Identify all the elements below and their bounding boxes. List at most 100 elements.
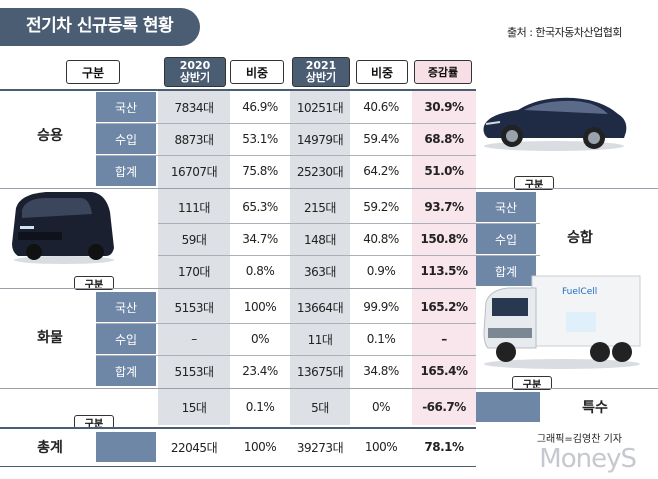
truck-cell-s2020: 0%: [250, 332, 270, 346]
truck-cell-v2021: 13664대: [296, 300, 344, 315]
header-2021: 2021 상반기: [292, 57, 350, 87]
passenger-row-category: 수입: [96, 124, 156, 154]
truck-cell-s2020: 100%: [243, 300, 277, 314]
row-divider: [158, 255, 540, 256]
credit: 그래픽=김영찬 기자: [536, 434, 622, 445]
van-cell-s2020: 65.3%: [242, 200, 278, 214]
passenger-cell-s2021: 59.4%: [363, 132, 399, 146]
special-header-category: 구분: [512, 376, 552, 391]
header-2021-year: 2021: [305, 59, 337, 72]
group-label-total: 총계: [37, 440, 63, 456]
truck-cell-v2020: –: [191, 332, 197, 346]
column-2021-bg: [290, 90, 350, 425]
passenger-cell-s2020: 46.9%: [242, 100, 278, 114]
row-divider: [96, 123, 476, 124]
van-row-category: 수입: [476, 224, 536, 254]
van-header-category: 구분: [514, 176, 554, 191]
truck-header-category: 구분: [74, 276, 114, 291]
van-cell-s2020: 34.7%: [242, 232, 278, 246]
total-cell-v2020: 22045대: [170, 440, 218, 455]
group-label-special: 특수: [582, 400, 608, 416]
van-cell-growth: 93.7%: [424, 200, 464, 214]
total-cell-growth: 78.1%: [424, 440, 464, 454]
truck-cell-v2020: 5153대: [174, 300, 214, 315]
van-cell-v2020: 111대: [178, 200, 210, 215]
truck-cell-growth: 165.2%: [420, 300, 468, 314]
row-divider: [96, 155, 476, 156]
truck-cell-growth: 165.4%: [420, 364, 468, 378]
van-cell-v2020: 59대: [181, 232, 207, 247]
group-label-passenger: 승용: [37, 128, 63, 144]
page-title: 전기차 신규등록 현황: [26, 16, 174, 36]
header-2021-half: 상반기: [305, 71, 337, 84]
divider: [0, 427, 476, 429]
passenger-row-category: 합계: [96, 156, 156, 186]
header-share-2021: 비중: [356, 60, 408, 84]
total-cat-cell: [96, 432, 156, 462]
truck-cell-s2020: 23.4%: [242, 364, 278, 378]
truck-cell-s2021: 34.8%: [363, 364, 399, 378]
column-growth-bg: [412, 90, 476, 425]
van-cell-v2021: 215대: [304, 200, 336, 215]
row-divider: [96, 323, 476, 324]
header-category: 구분: [66, 60, 120, 84]
total-cell-v2021: 39273대: [296, 440, 344, 455]
passenger-cell-v2021: 25230대: [296, 164, 344, 179]
van-cell-s2020: 0.8%: [245, 264, 275, 278]
group-label-van: 승합: [567, 230, 593, 246]
total-cell-s2020: 100%: [243, 440, 277, 454]
source-note: 출처 : 한국자동차산업협회: [506, 26, 623, 39]
sedan-image: [483, 97, 627, 151]
van-image: [12, 192, 114, 264]
van-row-category: 국산: [476, 192, 536, 222]
truck-cell-s2021: 99.9%: [363, 300, 399, 314]
divider: [0, 466, 476, 467]
passenger-cell-v2021: 10251대: [296, 100, 344, 115]
divider: [0, 89, 476, 91]
truck-cell-v2020: 5153대: [174, 364, 214, 379]
van-cell-v2020: 170대: [178, 264, 210, 279]
van-row-category: 합계: [476, 256, 536, 286]
truck-cell-v2021: 13675대: [296, 364, 344, 379]
truck-brand-text: FuelCell: [562, 287, 597, 297]
passenger-cell-v2021: 14979대: [296, 132, 344, 147]
passenger-cell-v2020: 7834대: [174, 100, 214, 115]
header-growth: 증감률: [414, 60, 472, 84]
divider: [0, 188, 658, 189]
passenger-cell-s2021: 64.2%: [363, 164, 399, 178]
special-cell-v2021: 5대: [311, 400, 329, 415]
divider: [0, 388, 658, 389]
logo: MoneyS: [539, 444, 637, 474]
truck-cell-v2021: 11대: [307, 332, 333, 347]
truck-row-category: 국산: [96, 292, 156, 322]
truck-cell-s2021: 0.1%: [366, 332, 396, 346]
header-2020-year: 2020: [179, 59, 211, 72]
van-cell-s2021: 0.9%: [366, 264, 396, 278]
special-cell-growth: -66.7%: [422, 400, 466, 414]
header-2020: 2020 상반기: [164, 57, 226, 87]
special-cell-s2020: 0.1%: [245, 400, 275, 414]
row-divider: [158, 223, 540, 224]
passenger-cell-s2020: 75.8%: [242, 164, 278, 178]
van-cell-growth: 113.5%: [420, 264, 468, 278]
special-cat-cell: [476, 392, 540, 422]
truck-row-category: 수입: [96, 324, 156, 354]
header-share-2020: 비중: [230, 60, 284, 84]
van-cell-growth: 150.8%: [420, 232, 468, 246]
truck-image: FuelCell: [483, 275, 641, 369]
special-cell-v2020: 15대: [181, 400, 207, 415]
row-divider: [96, 355, 476, 356]
van-cell-s2021: 59.2%: [363, 200, 399, 214]
special-cell-s2021: 0%: [371, 400, 391, 414]
truck-cell-growth: –: [441, 332, 447, 346]
passenger-cell-s2020: 53.1%: [242, 132, 278, 146]
header-2020-half: 상반기: [179, 71, 211, 84]
column-2020-bg: [158, 90, 230, 425]
van-cell-s2021: 40.8%: [363, 232, 399, 246]
passenger-cell-s2021: 40.6%: [363, 100, 399, 114]
passenger-cell-growth: 51.0%: [424, 164, 464, 178]
group-label-truck: 화물: [37, 330, 63, 346]
passenger-cell-growth: 68.8%: [424, 132, 464, 146]
van-cell-v2021: 363대: [304, 264, 336, 279]
passenger-cell-growth: 30.9%: [424, 100, 464, 114]
